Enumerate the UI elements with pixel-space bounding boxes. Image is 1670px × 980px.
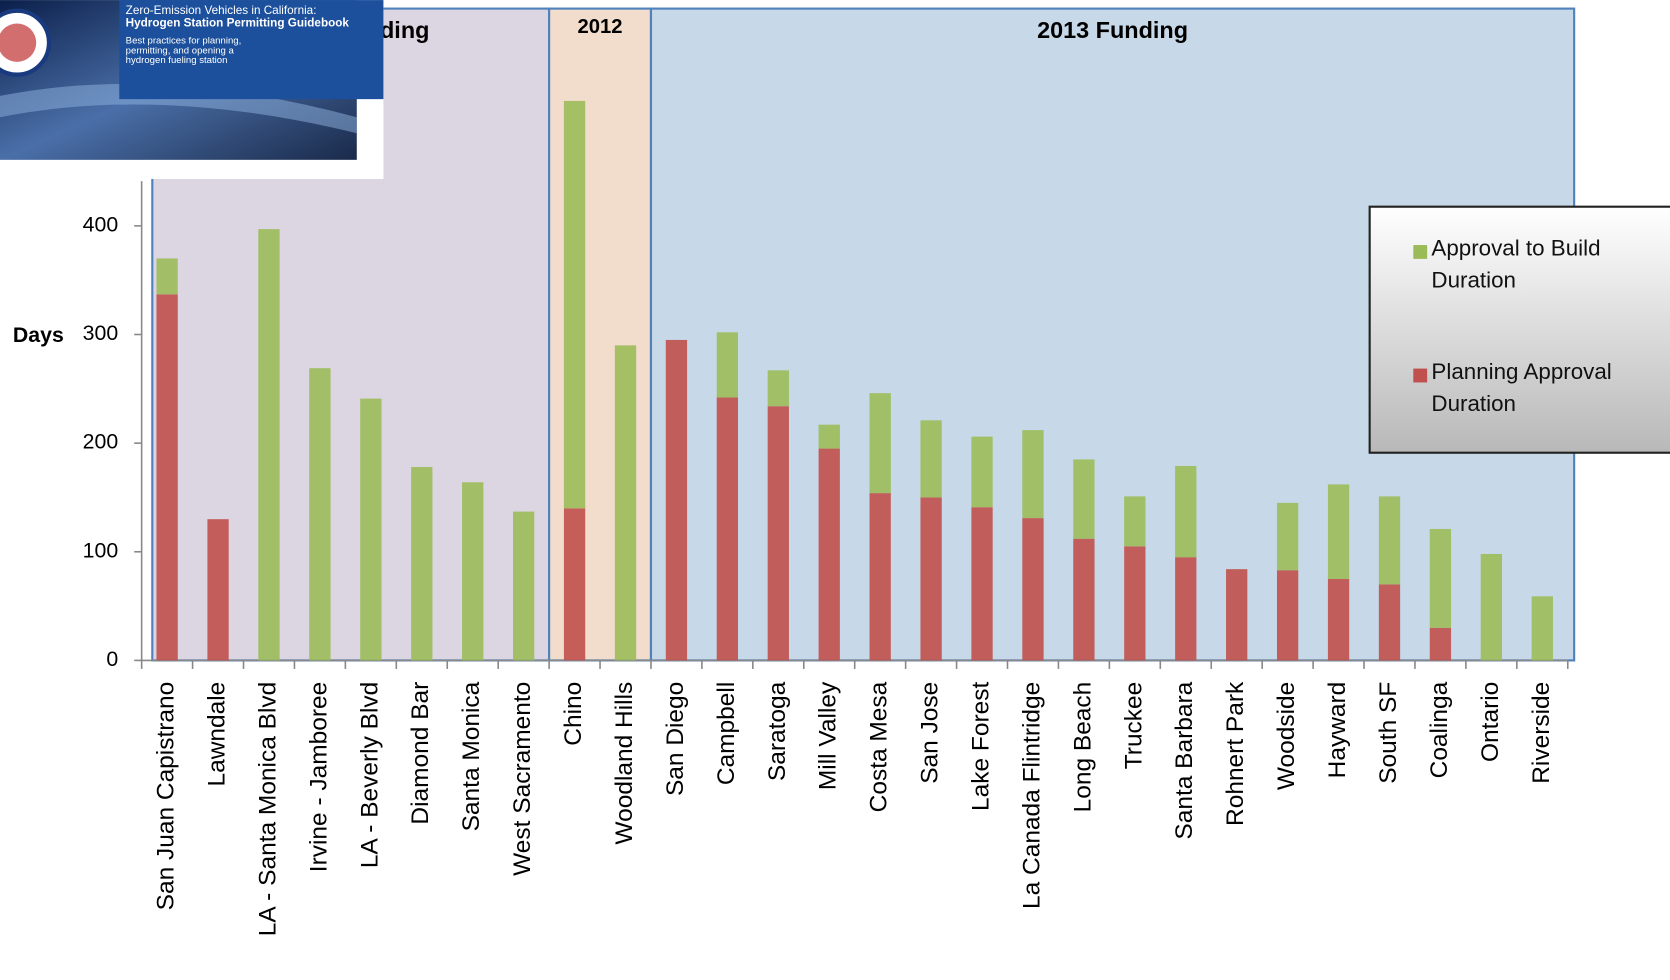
bar-segment [1327,484,1350,579]
legend-swatch [1413,368,1428,383]
thumbnail-title: Zero-Emission Vehicles in California: [125,4,317,18]
x-tick-label: Diamond Bar [407,682,434,825]
bar-segment [156,258,178,295]
x-tick-label: South SF [1375,682,1402,784]
x-tick-label: LA - Beverly Blvd [356,682,383,868]
y-axis-label: Days [13,323,64,347]
y-tick-label: 0 [106,647,118,671]
x-tick-label: San Diego [662,682,689,796]
x-tick-label: Costa Mesa [866,681,893,812]
bar-segment [1124,546,1146,661]
x-tick-label: Lake Forest [968,682,995,811]
bar-segment [1276,570,1299,661]
bar-segment [716,332,739,398]
legend-entry: Approval to Build Duration [1431,236,1601,293]
bar-segment [767,370,789,407]
x-tick-label: Hayward [1324,682,1351,779]
thumbnail-caption: Best practices for planning, permitting,… [125,35,242,66]
thumbnail-subtitle: Hydrogen Station Permitting Guidebook [125,17,349,30]
bar-segment [462,482,484,661]
y-tick-label: 300 [83,321,119,345]
x-tick-label: Santa Barbara [1171,681,1198,839]
y-tick-label: 100 [83,538,119,562]
region-label: ding [380,17,429,43]
bar-segment [1022,518,1044,661]
bar-segment [716,397,739,661]
bar-segment [1378,584,1401,661]
bar-segment [614,345,637,661]
legend-label: Approval to Build Duration [1431,236,1601,293]
bar-segment [920,497,942,661]
bar-segment [665,339,688,661]
x-tick-label: Truckee [1120,682,1147,770]
thumbnail-streak [0,83,357,134]
legend-swatch [1413,245,1428,259]
bar-segment [818,448,840,661]
x-tick-label: Rohnert Park [1222,681,1249,826]
x-tick-label: San Juan Capistrano [153,682,180,911]
thumbnail-text: Zero-Emission Vehicles in California: Hy… [126,4,382,65]
bar-segment [563,100,586,509]
bar-segment [207,519,229,661]
bar-segment [869,393,891,494]
bar-segment [1175,465,1197,558]
x-tick-label: La Canada Flintridge [1018,682,1045,909]
x-tick-label: Woodside [1273,682,1300,790]
x-tick-label: Riverside [1528,682,1555,784]
region-label: 2012 [578,16,623,38]
x-tick-label: Coalinga [1426,681,1453,778]
legend-label: Planning Approval Duration [1431,360,1612,417]
seal-center [0,23,37,62]
bar-segment [767,406,789,661]
bar-segment [818,424,840,449]
x-tick-label: Long Beach [1069,682,1096,813]
bar-segment [309,368,331,661]
x-tick-label: Chino [560,682,587,746]
x-tick-label: LA - Santa Monica Blvd [254,682,281,937]
x-tick-label: Irvine - Jamboree [305,682,332,873]
region-label: 2013 Funding [1037,17,1188,43]
x-tick-label: Santa Monica [458,681,485,831]
bar-segment [971,436,993,508]
x-tick-label: Mill Valley [815,681,842,790]
bar-segment [156,294,178,661]
bar-segment [258,229,280,661]
x-tick-label: Woodland Hills [611,682,638,845]
bar-segment [1429,627,1452,661]
bar-segment [512,511,535,661]
bar-segment [1378,496,1401,585]
bar-segment [1480,553,1503,661]
bar-segment [869,493,891,661]
x-tick-label: West Sacramento [509,682,536,876]
y-tick-label: 400 [83,212,119,236]
x-tick-label: Saratoga [764,681,791,781]
x-tick-label: Campbell [713,682,740,785]
x-tick-label: San Jose [917,682,944,784]
bar-segment [971,507,993,661]
bar-segment [1276,502,1299,571]
bar-segment [360,398,382,661]
legend: Approval to Build Duration Planning Appro… [1368,205,1670,454]
bar-segment [1226,569,1248,661]
bar-segment [1175,557,1197,661]
x-tick-label: Ontario [1477,682,1504,762]
bar-segment [563,508,586,661]
bar-segment [1429,528,1452,628]
thumbnail: Zero-Emission Vehicles in California: Hy… [0,0,384,180]
bar-segment [1327,578,1350,661]
bar-segment [1073,459,1095,539]
bar-segment [1073,538,1095,661]
bar-segment [1022,430,1044,519]
y-tick-label: 200 [83,430,119,454]
bar-segment [1124,496,1146,547]
legend-entry: Planning Approval Duration [1431,360,1612,417]
bar-segment [411,467,433,661]
thumbnail-panel [119,0,384,100]
x-tick-label: Lawndale [204,682,231,787]
bar-segment [1531,596,1553,661]
bar-segment [920,420,942,498]
